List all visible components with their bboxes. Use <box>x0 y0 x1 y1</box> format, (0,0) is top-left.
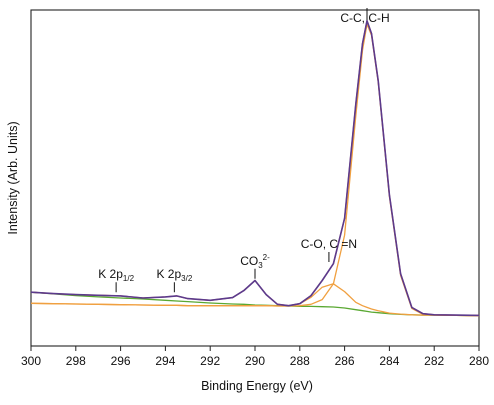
x-tick-label: 288 <box>290 354 310 368</box>
annotation-label: K 2p3/2 <box>156 267 192 283</box>
x-tick-label: 284 <box>379 354 399 368</box>
x-tick-label: 300 <box>21 354 41 368</box>
x-tick-label: 282 <box>424 354 444 368</box>
x-tick-label: 294 <box>155 354 175 368</box>
annotation-label: CO32- <box>240 253 270 270</box>
annotations: K 2p1/2 K 2p3/2 CO32- C-O, C =N C-C, C-H <box>98 8 390 293</box>
x-tick-label: 286 <box>335 354 355 368</box>
series-layer <box>30 20 480 317</box>
annotation-label: K 2p1/2 <box>98 267 134 283</box>
x-axis-title: Binding Energy (eV) <box>201 379 313 393</box>
annotation-label: C-C, C-H <box>340 11 389 25</box>
series-line-1 <box>30 20 480 317</box>
x-tick-label: 298 <box>66 354 86 368</box>
y-axis-title: Intensity (Arb. Units) <box>6 121 20 234</box>
x-axis: 300 298 296 294 292 290 288 286 284 282 280 <box>21 346 489 368</box>
series-line-3 <box>30 283 480 317</box>
annotation-label: C-O, C =N <box>301 237 357 251</box>
x-tick-label: 280 <box>469 354 489 368</box>
x-tick-label: 292 <box>200 354 220 368</box>
x-tick-label: 296 <box>111 354 131 368</box>
x-tick-label: 290 <box>245 354 265 368</box>
